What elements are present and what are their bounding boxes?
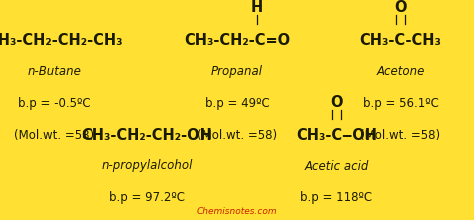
Text: b.p = 118ºC: b.p = 118ºC: [301, 191, 373, 204]
Text: (Mol.wt. =58): (Mol.wt. =58): [197, 129, 277, 142]
Text: b.p = 97.2ºC: b.p = 97.2ºC: [109, 191, 185, 204]
Text: (Mol.wt. =58): (Mol.wt. =58): [14, 129, 95, 142]
Text: CH₃-C‒OH: CH₃-C‒OH: [296, 128, 377, 143]
Text: Propanal: Propanal: [211, 65, 263, 78]
Text: H: H: [251, 0, 263, 15]
Text: O: O: [330, 95, 343, 110]
Text: CH₃-CH₂-C=O: CH₃-CH₂-C=O: [184, 33, 290, 48]
Text: (Mol.wt. =58): (Mol.wt. =58): [360, 129, 441, 142]
Text: Chemisnotes.com: Chemisnotes.com: [197, 207, 277, 216]
Text: Acetone: Acetone: [376, 65, 425, 78]
Text: Acetic acid: Acetic acid: [304, 160, 369, 172]
Text: n-propylalcohol: n-propylalcohol: [101, 160, 192, 172]
Text: CH₃-CH₂-CH₂-CH₃: CH₃-CH₂-CH₂-CH₃: [0, 33, 122, 48]
Text: CH₃-CH₂-CH₂-OH: CH₃-CH₂-CH₂-OH: [82, 128, 212, 143]
Text: CH₃-C-CH₃: CH₃-C-CH₃: [360, 33, 441, 48]
Text: n-Butane: n-Butane: [27, 65, 82, 78]
Text: b.p = 49ºC: b.p = 49ºC: [205, 97, 269, 110]
Text: b.p = -0.5ºC: b.p = -0.5ºC: [18, 97, 91, 110]
Text: b.p = 56.1ºC: b.p = 56.1ºC: [363, 97, 438, 110]
Text: O: O: [394, 0, 407, 15]
